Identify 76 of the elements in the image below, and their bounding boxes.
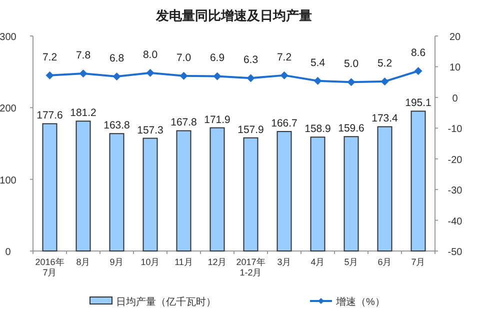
x-tick-label: 4月: [310, 257, 325, 267]
x-tick-label: 5月: [344, 257, 358, 267]
y2-tick-label: -10: [448, 124, 463, 136]
bar: [344, 136, 359, 252]
日均产量（亿千瓦时）: 177.6 181.2 163.8 157.3 167.8 171.9 157.9 166.7 158.9 159.6 173.4 195.1: [36, 97, 432, 252]
data-label: 177.6: [36, 110, 64, 122]
x-tick-label: 7月: [411, 257, 426, 267]
data-label: 159.6: [338, 122, 365, 135]
data-label: 166.7: [271, 118, 298, 130]
bar: [243, 137, 258, 252]
data-label: 181.2: [70, 107, 97, 120]
data-label: 158.9: [304, 123, 332, 136]
y2-tick-label: 10: [449, 62, 461, 74]
point: [414, 67, 422, 76]
point: [180, 72, 188, 80]
data-label: 171.9: [204, 114, 231, 126]
y2-tick-label: -40: [448, 216, 463, 228]
point: [280, 71, 288, 80]
data-label: 7.2: [42, 51, 58, 64]
bar: [377, 126, 392, 252]
data-label: 195.1: [405, 97, 432, 110]
chart-title: 发电量同比增速及日均产量: [155, 8, 312, 23]
point: [112, 72, 121, 81]
x-tick-label: 12月: [208, 257, 227, 267]
x-tick-label: 11月: [174, 257, 193, 267]
y-tick-label: 0: [5, 247, 12, 258]
x-tick-label: 10月: [140, 257, 160, 267]
point: [347, 78, 356, 86]
y-tick-label: 200: [0, 104, 17, 115]
x-tick-label: 8月: [76, 257, 90, 267]
y2-tick-label: -50: [448, 247, 463, 258]
x-tick-label: 9月: [110, 257, 124, 267]
bar: [176, 130, 192, 252]
y2-tick-label: 0: [452, 93, 458, 104]
data-label: 8.6: [410, 47, 426, 60]
data-label: 5.4: [310, 56, 326, 69]
x-tick-label: 3月: [277, 257, 292, 267]
data-label: 163.8: [104, 120, 130, 132]
bar: [410, 110, 426, 252]
data-label: 8.0: [142, 48, 158, 61]
data-label: 157.3: [137, 124, 164, 136]
legend-label: 增速（%）: [335, 296, 385, 308]
data-label: 167.8: [170, 116, 198, 129]
x-tick-label: 2017年 1-2月: [236, 257, 266, 278]
point: [213, 72, 222, 80]
data-label: 6.3: [243, 54, 258, 66]
bar: [276, 131, 292, 252]
point: [380, 77, 389, 86]
data-label: 7.2: [276, 51, 292, 64]
data-label: 7.0: [176, 52, 192, 64]
bar: [76, 120, 91, 252]
bar: [142, 138, 158, 252]
y-tick-label: 300: [0, 32, 17, 43]
point: [146, 68, 154, 77]
y2-tick-label: 20: [449, 32, 461, 43]
point: [46, 71, 54, 80]
data-label: 6.8: [109, 52, 124, 65]
bar: [310, 136, 326, 252]
legend-label: 日均产量（亿千瓦时）: [116, 296, 216, 308]
data-label: 157.9: [238, 124, 264, 136]
bar: [210, 127, 225, 252]
data-label: 5.0: [344, 58, 359, 70]
x-tick-label: 2016年 7月: [35, 257, 64, 278]
data-label: 5.2: [377, 57, 392, 70]
bar: [109, 133, 124, 252]
bar: [42, 123, 58, 252]
x-tick-label: 6月: [378, 257, 392, 267]
data-label: 6.9: [210, 52, 225, 64]
y2-tick-label: -30: [448, 186, 463, 197]
point: [79, 69, 88, 78]
point: [246, 74, 255, 82]
point: [314, 76, 322, 85]
y-tick-label: 100: [0, 175, 17, 186]
data-label: 7.8: [76, 49, 91, 62]
data-label: 173.4: [372, 112, 398, 125]
y2-tick-label: -20: [448, 154, 463, 166]
